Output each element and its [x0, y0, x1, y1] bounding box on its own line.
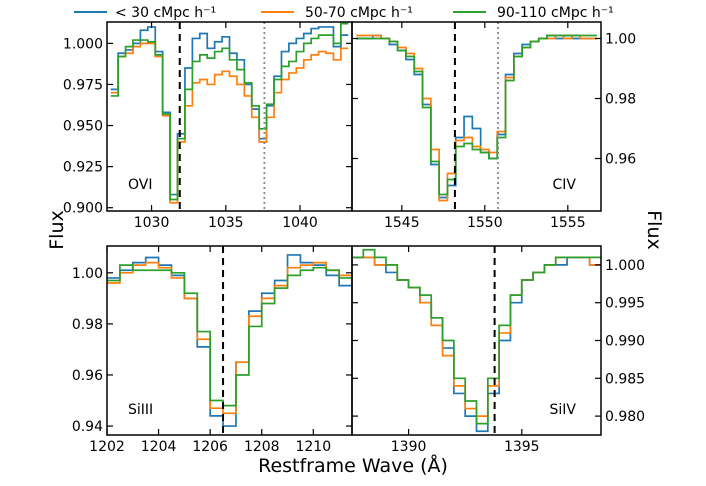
legend-label: < 30 cMpc h⁻¹: [115, 5, 216, 21]
panel-siiv: 1390 1395 0.980 0.985 0.990 0.995 1.000 SiIV: [351, 245, 645, 455]
series-line: [352, 256, 601, 417]
series-line: [356, 34, 597, 196]
x-tick-label: 1206: [192, 439, 228, 455]
y-axis-label-right: Flux: [643, 210, 665, 250]
y-tick-label: 0.950: [63, 119, 103, 135]
legend: < 30 cMpc h⁻¹ 50-70 cMpc h⁻¹ 90-110 cMpc h…: [74, 5, 614, 21]
y-tick-label: 1.00: [72, 266, 103, 282]
panel-siiii: 1202 1204 1206 1208 1210 0.94 0.96 0.98 1.00 SiII…: [72, 245, 353, 455]
panel-label-civ: CIV: [553, 177, 577, 193]
x-tick-label: 1555: [550, 215, 586, 231]
series-line: [352, 248, 601, 425]
legend-label: 90-110 cMpc h⁻¹: [497, 5, 614, 21]
y-tick-label: 0.96: [72, 368, 103, 384]
panel-label-ovi: OVI: [128, 177, 152, 193]
x-tick-label: 1040: [282, 215, 318, 231]
series-line: [110, 22, 349, 201]
panel-label-siiii: SiIII: [128, 402, 153, 418]
x-axis-label: Restframe Wave (Å): [258, 454, 448, 477]
series-line: [356, 34, 597, 202]
y-tick-label: 0.975: [63, 77, 103, 93]
series-line: [110, 26, 349, 196]
y-tick-label: 1.00: [605, 32, 636, 48]
y-tick-label: 0.900: [63, 201, 103, 217]
x-tick-label: 1035: [208, 215, 244, 231]
y-axis-label-left: Flux: [46, 210, 68, 250]
y-tick-label: 1.000: [605, 258, 645, 274]
y-tick-label: 0.98: [605, 92, 636, 108]
y-tick-label: 0.925: [63, 160, 103, 176]
series-line: [107, 254, 352, 427]
x-tick-label: 1545: [384, 215, 420, 231]
x-tick-label: 1550: [467, 215, 503, 231]
x-tick-label: 1208: [244, 439, 280, 455]
y-tick-label: 0.990: [605, 334, 645, 350]
series-line: [107, 264, 352, 407]
y-tick-label: 0.98: [72, 317, 103, 333]
panels: 1030 1035 1040 0.900 0.925 0.950 0.975 1.000 OVI…: [63, 21, 645, 455]
panel-frame: [351, 21, 602, 212]
x-tick-label: 1202: [89, 439, 125, 455]
series-line: [107, 261, 352, 415]
y-tick-label: 0.96: [605, 152, 636, 168]
panel-ovi: 1030 1035 1040 0.900 0.925 0.950 0.975 1.000 OVI: [63, 21, 353, 231]
y-tick-label: 0.985: [605, 371, 645, 387]
x-tick-label: 1030: [134, 215, 170, 231]
panel-label-siiv: SiIV: [550, 402, 577, 418]
x-tick-label: 1204: [141, 439, 177, 455]
series-line: [356, 34, 597, 199]
y-tick-label: 0.980: [605, 409, 645, 425]
y-tick-label: 0.995: [605, 296, 645, 312]
panel-civ: 1545 1550 1555 0.96 0.98 1.00 CIV: [351, 21, 636, 231]
x-tick-label: 1210: [295, 439, 331, 455]
x-tick-label: 1390: [391, 439, 427, 455]
x-tick-label: 1395: [504, 439, 540, 455]
y-tick-label: 0.94: [72, 419, 103, 435]
legend-label: 50-70 cMpc h⁻¹: [305, 5, 413, 21]
y-tick-label: 1.000: [63, 36, 103, 52]
